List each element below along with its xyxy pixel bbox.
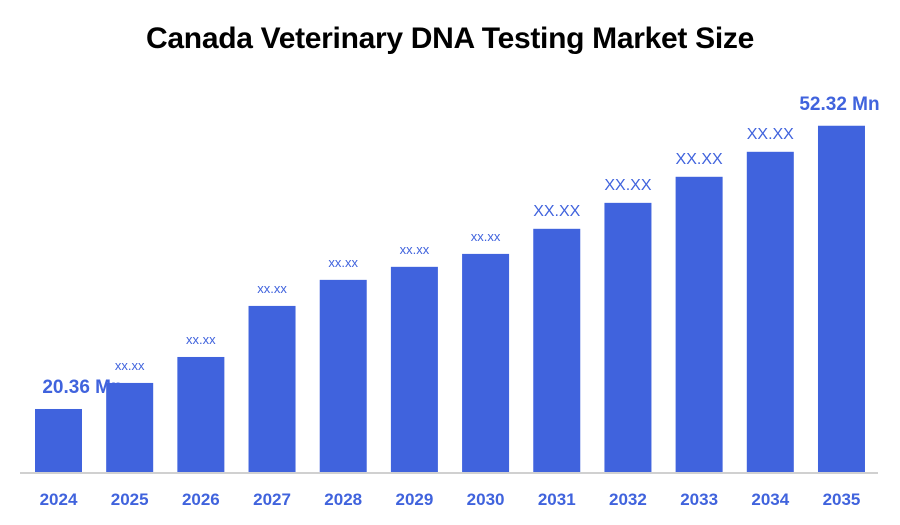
x-tick-label-2035: 2035	[823, 490, 861, 509]
bar-2026	[177, 356, 225, 472]
data-label-2025: xx.xx	[115, 358, 145, 373]
bar-2030	[462, 253, 510, 472]
x-tick-label-2034: 2034	[751, 490, 789, 509]
x-tick-label-2025: 2025	[111, 490, 149, 509]
data-label-2031: XX.XX	[533, 203, 580, 220]
x-tick-label-2027: 2027	[253, 490, 291, 509]
bar-2029	[390, 266, 438, 472]
data-label-2034: XX.XX	[747, 126, 794, 143]
bar-2027	[248, 305, 296, 472]
x-tick-label-2032: 2032	[609, 490, 647, 509]
data-label-2032: XX.XX	[604, 177, 651, 194]
bar-2031	[533, 228, 581, 472]
bar-2032	[604, 202, 652, 472]
x-tick-label-2031: 2031	[538, 490, 576, 509]
data-label-2027: xx.xx	[257, 281, 287, 296]
x-tick-label-2026: 2026	[182, 490, 220, 509]
data-label-2035: 52.32 Mn	[799, 94, 879, 115]
data-label-2024: 20.36 Mn	[42, 377, 122, 398]
data-label-2029: xx.xx	[400, 242, 430, 257]
x-tick-label-2028: 2028	[324, 490, 362, 509]
x-tick-label-2029: 2029	[395, 490, 433, 509]
bar-2033	[675, 176, 723, 472]
bar-2035	[817, 125, 865, 472]
bar-2025	[106, 382, 154, 472]
chart-title: Canada Veterinary DNA Testing Market Siz…	[146, 22, 754, 55]
x-tick-label-2024: 2024	[40, 490, 78, 509]
x-tick-label-2030: 2030	[467, 490, 505, 509]
bar-2034	[746, 151, 794, 473]
data-label-2028: xx.xx	[328, 255, 358, 270]
bar-2028	[319, 279, 367, 472]
x-tick-label-2033: 2033	[680, 490, 718, 509]
data-label-2033: XX.XX	[676, 151, 723, 168]
data-label-2030: xx.xx	[471, 229, 501, 244]
bar-2024	[35, 408, 82, 472]
data-label-2026: xx.xx	[186, 332, 216, 347]
